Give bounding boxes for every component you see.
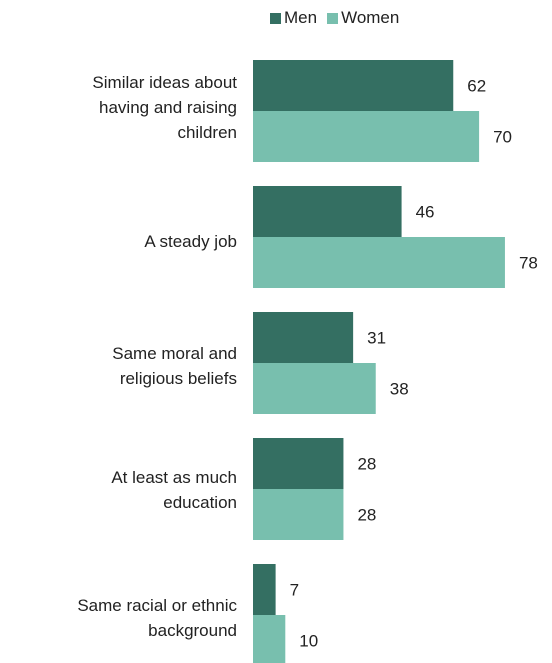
legend-item-men: Men bbox=[270, 8, 317, 28]
bar-men bbox=[253, 186, 402, 237]
bar-men bbox=[253, 564, 276, 615]
data-label-men: 31 bbox=[367, 329, 386, 348]
data-label-men: 62 bbox=[467, 77, 486, 96]
category-label: At least as much education bbox=[0, 465, 237, 515]
category-label-line: Same moral and bbox=[112, 344, 237, 363]
data-label-men: 28 bbox=[357, 455, 376, 474]
bar-women bbox=[253, 615, 286, 663]
category-label-line: education bbox=[163, 493, 237, 512]
category-label-line: A steady job bbox=[144, 232, 237, 251]
data-label-women: 38 bbox=[390, 380, 409, 399]
data-label-men: 46 bbox=[416, 203, 435, 222]
category-label-line: background bbox=[148, 621, 237, 640]
category-label: Same moral and religious beliefs bbox=[0, 341, 237, 391]
bar-women bbox=[253, 237, 505, 288]
legend: Men Women bbox=[270, 8, 409, 28]
category-label-line: Same racial or ethnic bbox=[77, 596, 237, 615]
data-label-women: 78 bbox=[519, 254, 538, 273]
bar-men bbox=[253, 312, 354, 363]
category-label-line: At least as much bbox=[111, 468, 237, 487]
bar-men bbox=[253, 60, 454, 111]
legend-item-women: Women bbox=[327, 8, 399, 28]
legend-swatch-men bbox=[270, 12, 281, 24]
data-label-women: 28 bbox=[357, 506, 376, 525]
data-label-women: 10 bbox=[299, 632, 318, 651]
legend-label-men: Men bbox=[284, 8, 318, 27]
category-label: Same racial or ethnic background bbox=[0, 593, 237, 643]
category-label: Similar ideas about having and raising c… bbox=[0, 70, 237, 145]
data-label-women: 70 bbox=[493, 128, 512, 147]
bar-women bbox=[253, 489, 344, 540]
bar-men bbox=[253, 438, 344, 489]
category-label-line: having and raising bbox=[99, 98, 237, 117]
category-label: A steady job bbox=[0, 229, 237, 254]
legend-swatch-women bbox=[327, 12, 339, 24]
bar-women bbox=[253, 111, 480, 162]
category-label-line: religious beliefs bbox=[119, 369, 237, 388]
legend-label-women: Women bbox=[341, 8, 400, 27]
category-label-line: children bbox=[177, 123, 237, 142]
category-label-line: Similar ideas about bbox=[92, 73, 237, 92]
data-label-men: 7 bbox=[290, 581, 299, 600]
bar-women bbox=[253, 363, 376, 414]
